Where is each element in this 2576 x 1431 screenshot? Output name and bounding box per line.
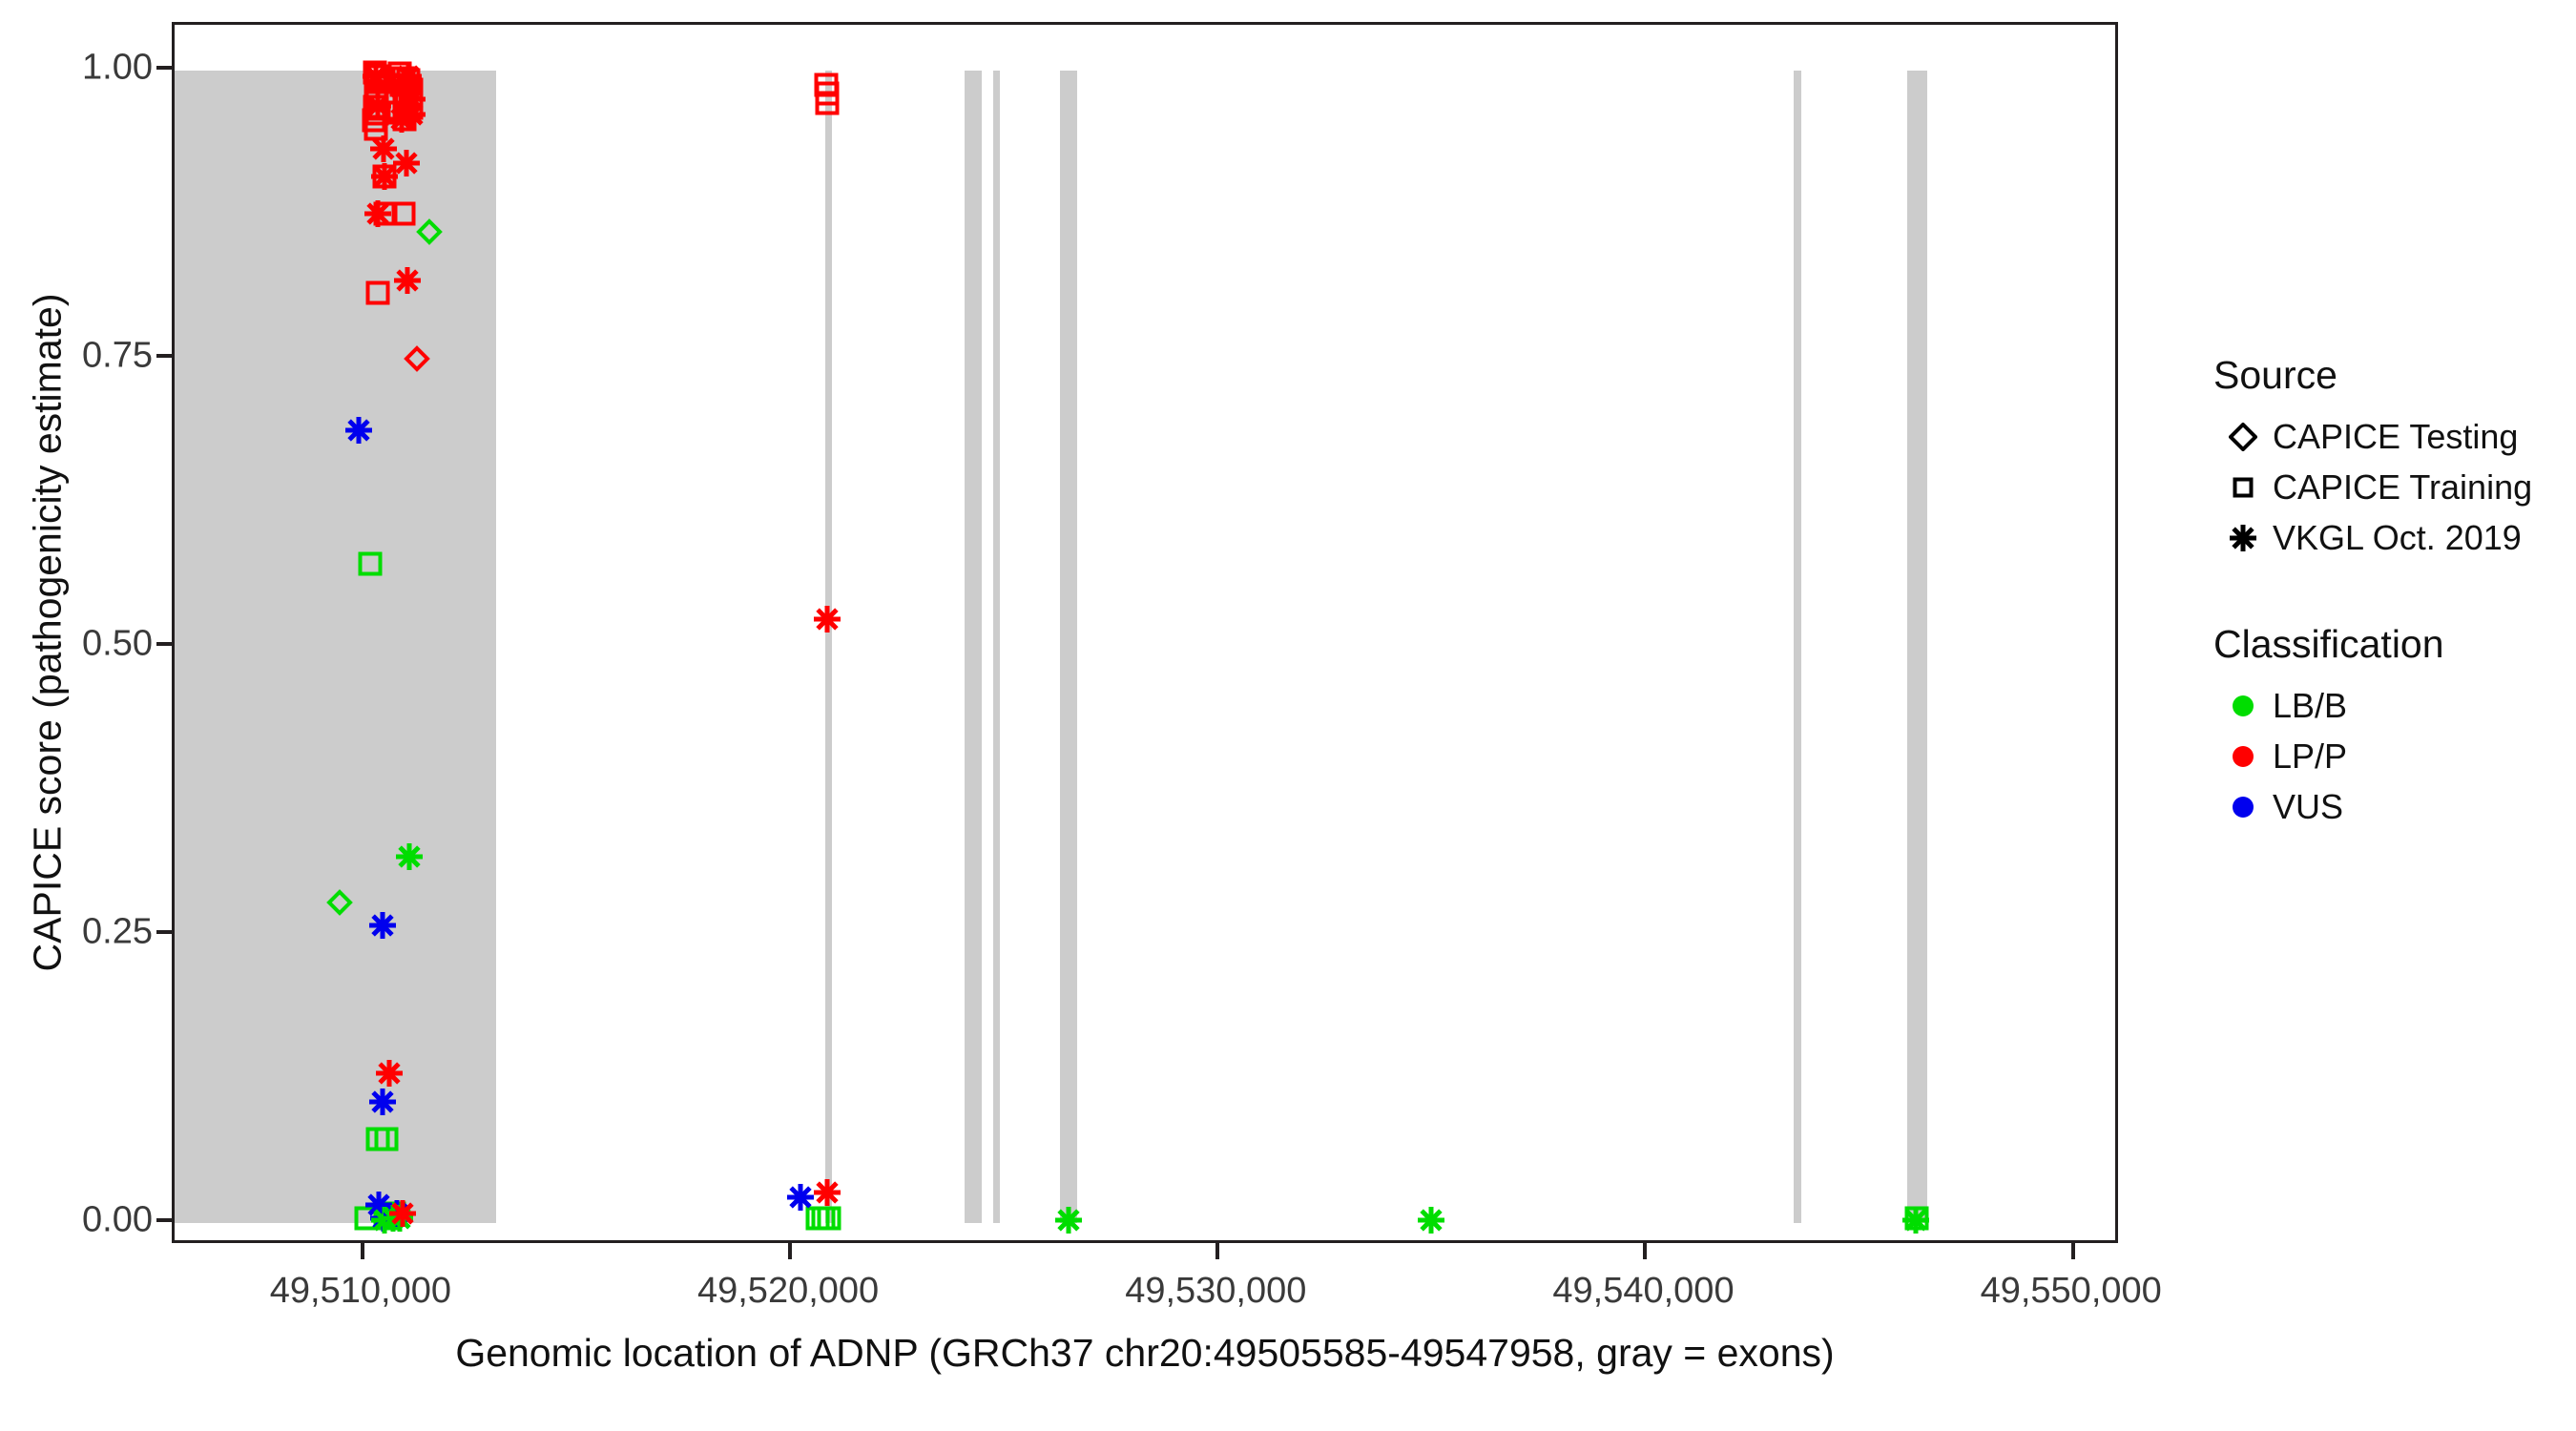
y-tick-mark — [156, 66, 172, 71]
data-point — [813, 1178, 841, 1207]
x-tick-mark — [1215, 1243, 1220, 1259]
asterisk-icon — [2213, 524, 2273, 552]
legend-item-label: LP/P — [2273, 736, 2348, 776]
y-tick-mark — [156, 354, 172, 359]
data-point — [362, 62, 390, 91]
data-point — [358, 551, 383, 576]
x-tick-mark — [1643, 1243, 1648, 1259]
y-tick-label: 0.75 — [82, 335, 153, 376]
data-point — [404, 345, 430, 373]
exon-band — [824, 71, 832, 1223]
legend-item-source[interactable]: CAPICE Testing — [2213, 411, 2566, 462]
x-tick-label: 49,530,000 — [1125, 1271, 1307, 1311]
data-point — [786, 1183, 815, 1212]
circle-icon — [2213, 744, 2273, 769]
legend-item-classification[interactable]: LP/P — [2213, 731, 2566, 781]
data-point — [388, 1199, 417, 1228]
exon-band — [1060, 71, 1078, 1223]
exon-band — [175, 71, 496, 1223]
data-point — [1901, 1206, 1930, 1234]
data-point — [1417, 1206, 1445, 1234]
data-point — [416, 218, 444, 246]
legend-group-source: CAPICE Testing CAPICE Training VKGL Oct. 2… — [2213, 411, 2566, 563]
data-point — [1054, 1206, 1083, 1234]
data-point — [393, 266, 422, 295]
legend-title-source: Source — [2213, 353, 2337, 397]
data-point — [394, 62, 423, 91]
circle-icon — [2213, 694, 2273, 718]
data-point — [364, 92, 392, 120]
legend-spacer — [2213, 563, 2566, 622]
data-point — [813, 605, 841, 633]
legend-item-label: CAPICE Testing — [2273, 416, 2519, 456]
y-tick-label: 0.00 — [82, 1199, 153, 1240]
x-axis-label: Genomic location of ADNP (GRCh37 chr20:4… — [455, 1331, 1835, 1375]
data-point — [365, 280, 390, 305]
data-point — [364, 199, 392, 228]
x-tick-label: 49,510,000 — [269, 1271, 451, 1311]
diamond-icon — [2213, 422, 2273, 451]
x-tick-mark — [360, 1243, 364, 1259]
legend-item-source[interactable]: VKGL Oct. 2019 — [2213, 512, 2566, 563]
data-point — [369, 135, 398, 163]
plot-area — [175, 25, 2115, 1240]
y-tick-label: 0.50 — [82, 623, 153, 664]
data-point — [398, 100, 426, 129]
y-tick-mark — [156, 642, 172, 647]
x-tick-mark — [2070, 1243, 2075, 1259]
exon-band — [992, 71, 1000, 1223]
data-point — [370, 162, 399, 191]
y-tick-label: 0.25 — [82, 911, 153, 952]
data-point — [815, 91, 840, 115]
data-point — [392, 149, 421, 177]
legend-title-classification: Classification — [2213, 622, 2444, 666]
exon-band — [1794, 71, 1801, 1223]
data-point — [326, 889, 354, 916]
x-tick-mark — [788, 1243, 793, 1259]
data-point — [344, 416, 373, 445]
x-tick-label: 49,520,000 — [696, 1271, 880, 1311]
data-point — [374, 1127, 399, 1151]
data-point — [395, 842, 424, 871]
x-tick-label: 49,550,000 — [1980, 1271, 2162, 1311]
legend-item-label: VUS — [2273, 786, 2344, 826]
data-point — [817, 1206, 841, 1231]
y-tick-label: 1.00 — [82, 47, 153, 88]
legend-group-classification: LB/B LP/P VUS — [2213, 680, 2566, 832]
x-tick-label: 49,540,000 — [1552, 1271, 1735, 1311]
legend-item-label: VKGL Oct. 2019 — [2273, 517, 2522, 557]
exon-band — [1906, 71, 1927, 1223]
legend-item-source[interactable]: CAPICE Training — [2213, 462, 2566, 512]
legend-item-label: LB/B — [2273, 685, 2348, 725]
legend-item-label: CAPICE Training — [2273, 467, 2533, 507]
data-point — [391, 201, 416, 226]
plot-panel — [172, 22, 2118, 1243]
data-point — [368, 911, 397, 940]
y-tick-mark — [156, 1217, 172, 1222]
legend-item-classification[interactable]: VUS — [2213, 781, 2566, 832]
circle-icon — [2213, 795, 2273, 819]
legend-item-classification[interactable]: LB/B — [2213, 680, 2566, 731]
legend: Source CAPICE Testing CAPICE Training VKGL… — [2213, 353, 2566, 832]
y-tick-mark — [156, 929, 172, 934]
data-point — [368, 1088, 397, 1116]
data-point — [375, 1059, 404, 1088]
exon-band — [964, 71, 982, 1223]
square-icon — [2213, 477, 2273, 498]
